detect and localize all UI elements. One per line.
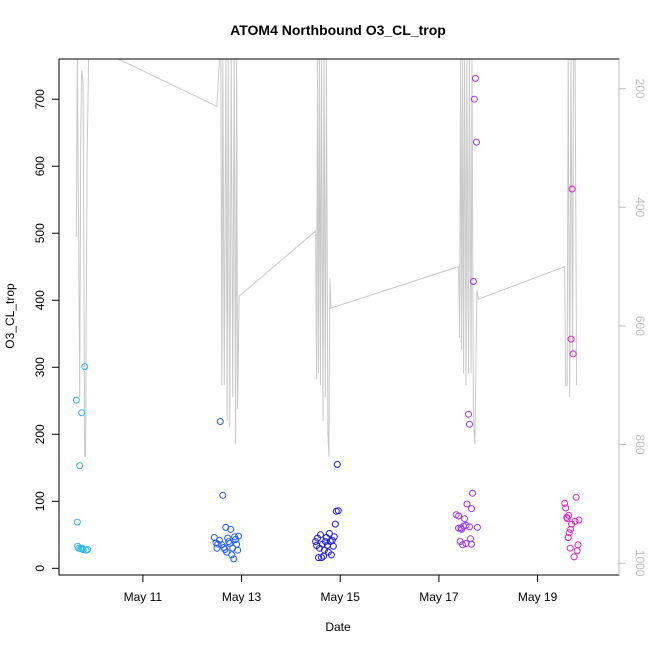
- data-point: [78, 409, 86, 417]
- data-point: [471, 74, 479, 82]
- data-point: [457, 524, 465, 532]
- data-point: [216, 418, 224, 425]
- x-tick-label: May 15: [321, 590, 361, 604]
- data-point: [317, 531, 324, 539]
- data-point: [213, 544, 221, 552]
- data-point: [473, 523, 481, 531]
- right-pressure-axis: 200 400 600 800 1000: [618, 59, 647, 577]
- right-tick-label: 1000: [633, 550, 647, 577]
- data-point: [469, 278, 477, 285]
- data-point: [469, 489, 476, 497]
- y-axis: 0 100 200 300 400 500 600 700: [33, 89, 59, 572]
- data-point: [572, 493, 580, 501]
- data-point: [325, 530, 333, 537]
- data-point: [463, 500, 471, 508]
- right-tick-label: 800: [633, 435, 647, 455]
- right-tick-label: 600: [633, 316, 647, 336]
- y-tick-label: 500: [33, 223, 47, 243]
- pressure-line: [75, 58, 578, 457]
- right-tick-label: 200: [633, 79, 647, 99]
- data-point: [575, 516, 583, 524]
- data-point: [81, 363, 89, 371]
- y-tick-label: 600: [33, 156, 47, 176]
- data-point: [312, 538, 320, 545]
- data-point: [566, 544, 574, 552]
- y-tick-label: 0: [33, 565, 47, 572]
- data-point: [567, 525, 575, 533]
- data-point: [84, 546, 92, 553]
- data-point: [315, 554, 322, 562]
- data-point: [455, 512, 463, 520]
- data-point: [570, 553, 578, 561]
- data-point: [567, 335, 575, 343]
- data-point: [227, 525, 235, 533]
- data-point: [219, 491, 227, 499]
- x-tick-label: May 17: [419, 590, 459, 604]
- data-point: [565, 511, 573, 519]
- data-point: [470, 95, 478, 103]
- x-tick-label: May 13: [222, 590, 262, 604]
- y-tick-label: 400: [33, 290, 47, 310]
- data-point: [574, 541, 582, 549]
- data-point: [465, 410, 472, 418]
- pressure-line-layer: [75, 58, 578, 457]
- data-point: [462, 540, 470, 547]
- x-tick-label: May 19: [518, 590, 558, 604]
- data-point: [327, 551, 335, 559]
- chart-title: ATOM4 Northbound O3_CL_trop: [230, 22, 446, 38]
- data-point: [561, 499, 569, 507]
- y-tick-label: 200: [33, 424, 47, 444]
- x-tick-label: May 11: [124, 590, 163, 604]
- data-point: [329, 542, 337, 550]
- data-point: [562, 504, 570, 512]
- data-point: [461, 515, 469, 523]
- data-point: [79, 546, 87, 553]
- data-point: [214, 540, 222, 548]
- data-point: [72, 396, 80, 404]
- data-point: [235, 532, 243, 540]
- data-point: [321, 538, 329, 545]
- data-point: [565, 529, 573, 537]
- y-axis-label: O3_CL_trop: [3, 283, 17, 349]
- data-point: [330, 533, 338, 541]
- data-point: [76, 462, 84, 470]
- data-point: [318, 554, 325, 562]
- data-point: [569, 350, 577, 358]
- y-tick-label: 700: [33, 89, 47, 109]
- data-point: [466, 420, 473, 428]
- data-point: [466, 523, 473, 531]
- data-point: [459, 541, 467, 549]
- y-tick-label: 100: [33, 491, 47, 511]
- data-point: [568, 185, 576, 193]
- data-point: [73, 518, 81, 526]
- data-point: [573, 547, 581, 555]
- data-point: [234, 546, 242, 554]
- scatter-points-layer: [72, 74, 583, 563]
- data-point: [228, 551, 236, 559]
- data-point: [468, 505, 475, 513]
- data-point: [472, 138, 480, 146]
- data-point: [334, 507, 342, 515]
- data-point: [564, 534, 572, 541]
- data-point: [331, 520, 339, 528]
- data-point: [333, 460, 341, 468]
- plot-box: [58, 58, 620, 576]
- data-point: [568, 520, 576, 528]
- right-tick-label: 400: [633, 197, 647, 217]
- x-axis: May 11 May 13 May 15 May 17 May 19: [124, 575, 558, 604]
- data-point: [563, 513, 571, 521]
- y-tick-label: 300: [33, 357, 47, 377]
- data-point: [230, 555, 238, 563]
- x-axis-label: Date: [325, 620, 351, 634]
